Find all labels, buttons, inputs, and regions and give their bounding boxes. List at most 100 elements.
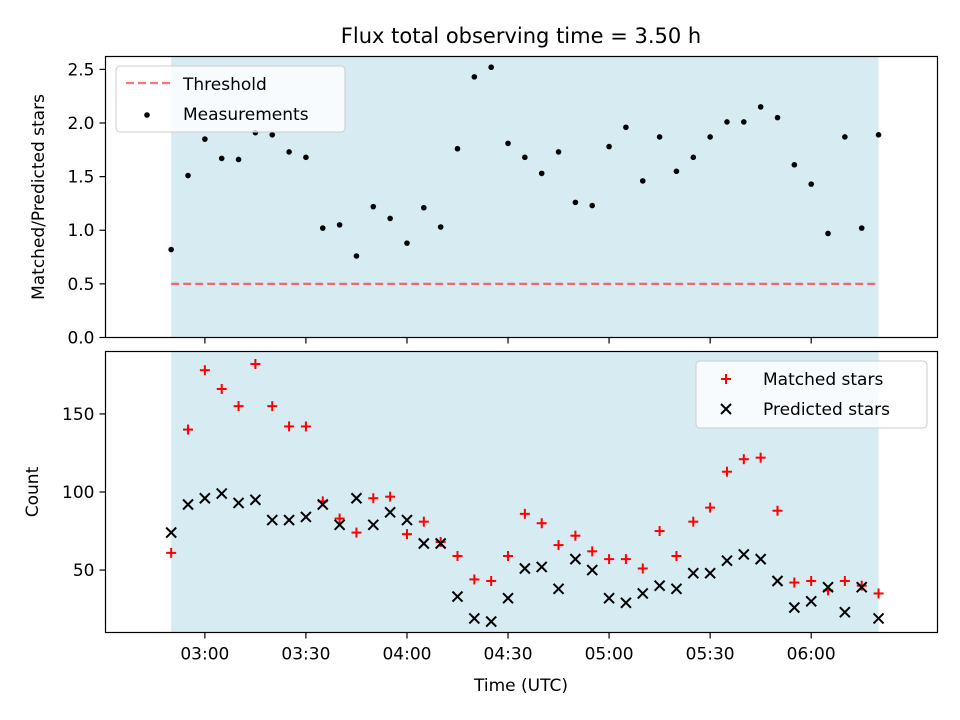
figure-title: Flux total observing time = 3.50 h — [341, 24, 701, 48]
predicted-star-point — [856, 581, 868, 593]
top-x-ticks — [204, 337, 812, 344]
predicted-star-point — [367, 519, 379, 531]
bottom-y-ticks: 50 100 150 — [62, 405, 106, 581]
predicted-star-point — [687, 567, 699, 579]
bottom-x-ticks: 03:00 03:30 04:00 04:30 05:00 05:30 06:00 — [180, 632, 836, 665]
matched-star-point — [418, 516, 429, 527]
matched-star-point — [250, 358, 261, 369]
top-y-tick-label: 2.0 — [67, 114, 94, 134]
matched-star-point — [620, 554, 631, 565]
predicted-star-point — [182, 498, 194, 511]
measurement-point — [353, 253, 360, 259]
predicted-star-point — [670, 583, 683, 595]
predicted-star-point — [451, 590, 464, 603]
x-tick-label: 05:30 — [686, 645, 735, 665]
matched-star-point — [334, 513, 345, 524]
x-tick-label: 03:00 — [180, 645, 229, 665]
predicted-star-point — [283, 514, 295, 526]
matched-star-point — [199, 365, 210, 376]
top-y-tick-label: 0.5 — [67, 275, 94, 295]
measurement-point — [555, 149, 562, 155]
predicted-star-point — [569, 553, 582, 565]
x-tick-label: 05:00 — [585, 645, 634, 665]
measurement-point — [724, 119, 730, 125]
matched-star-point — [368, 493, 379, 504]
matched-star-point — [435, 536, 446, 547]
measurement-point — [606, 143, 612, 150]
matched-star-point — [452, 551, 463, 562]
predicted-star-point — [754, 553, 767, 565]
measurement-point — [623, 124, 629, 131]
x-tick-label: 03:30 — [281, 645, 330, 665]
predicted-star-point — [418, 537, 430, 550]
measurement-point — [387, 215, 393, 222]
measurement-point — [202, 136, 208, 142]
measurement-point — [690, 154, 697, 161]
matched-star-point — [469, 574, 480, 585]
matched-star-point — [604, 554, 615, 565]
measurement-point — [572, 199, 579, 206]
measurement-point — [639, 178, 646, 184]
measurement-point — [185, 172, 191, 179]
legend-predicted-label: Predicted stars — [763, 400, 890, 420]
predicted-star-point — [704, 567, 716, 579]
matched-star-point — [873, 588, 884, 599]
measurement-point — [505, 140, 511, 147]
matched-star-point — [839, 575, 850, 586]
predicted-star-point — [165, 526, 177, 539]
legend-matched-swatch — [721, 374, 731, 384]
matched-star-point — [233, 401, 244, 412]
measurement-point — [656, 134, 663, 140]
top-legend: Threshold Measurements — [115, 65, 346, 133]
predicted-star-point — [788, 601, 801, 614]
matched-star-point — [300, 421, 311, 432]
measurement-point — [589, 202, 596, 209]
measurement-point — [370, 203, 377, 210]
matched-star-point — [705, 502, 716, 513]
measurement-point — [421, 204, 427, 211]
x-tick-label: 04:00 — [382, 645, 431, 665]
predicted-star-point — [872, 612, 885, 625]
matched-star-point — [654, 526, 665, 537]
predicted-star-point — [721, 554, 733, 567]
matched-star-point — [284, 421, 295, 432]
matched-star-point — [503, 551, 514, 562]
matched-star-point — [806, 575, 817, 586]
matched-star-point — [772, 505, 783, 516]
measurement-point — [875, 131, 882, 138]
matched-star-point — [385, 491, 396, 502]
measurement-point — [707, 134, 713, 140]
matched-marker — [721, 374, 731, 384]
measurement-point — [538, 170, 545, 177]
predicted-star-point — [603, 592, 615, 604]
measurement-point — [454, 145, 461, 152]
matched-star-point — [351, 527, 362, 538]
predicted-star-point — [771, 575, 784, 587]
measurement-point — [808, 181, 814, 187]
legend-measurements-label: Measurements — [183, 105, 309, 125]
predicted-star-point — [266, 514, 278, 526]
measurement-point — [303, 154, 309, 161]
matched-star-point — [721, 466, 732, 477]
measurement-point — [791, 162, 798, 168]
top-y-tick-label: 1.5 — [67, 168, 94, 188]
bottom-y-axis-label: Count — [23, 466, 43, 517]
predicted-star-point — [468, 612, 481, 625]
matched-star-point — [570, 530, 581, 541]
predicted-star-point — [822, 581, 834, 593]
measurement-point — [825, 230, 831, 237]
measurement-point — [437, 224, 444, 230]
top-y-tick-label: 2.5 — [67, 60, 94, 80]
measurement-point — [286, 149, 292, 155]
bottom-legend: Matched stars Predicted stars — [695, 360, 928, 429]
predicted-star-point — [586, 564, 598, 576]
top-axes: 0.0 0.5 1.0 1.5 2.0 2.5 Matched/Predicted sta… — [29, 55, 939, 349]
measurement-point — [168, 246, 174, 253]
predicted-star-point — [434, 537, 447, 550]
measurement-point — [842, 134, 848, 140]
matched-star-point — [688, 516, 699, 527]
x-axis-label: Time (UTC) — [473, 676, 568, 696]
measurement-point — [336, 222, 343, 228]
